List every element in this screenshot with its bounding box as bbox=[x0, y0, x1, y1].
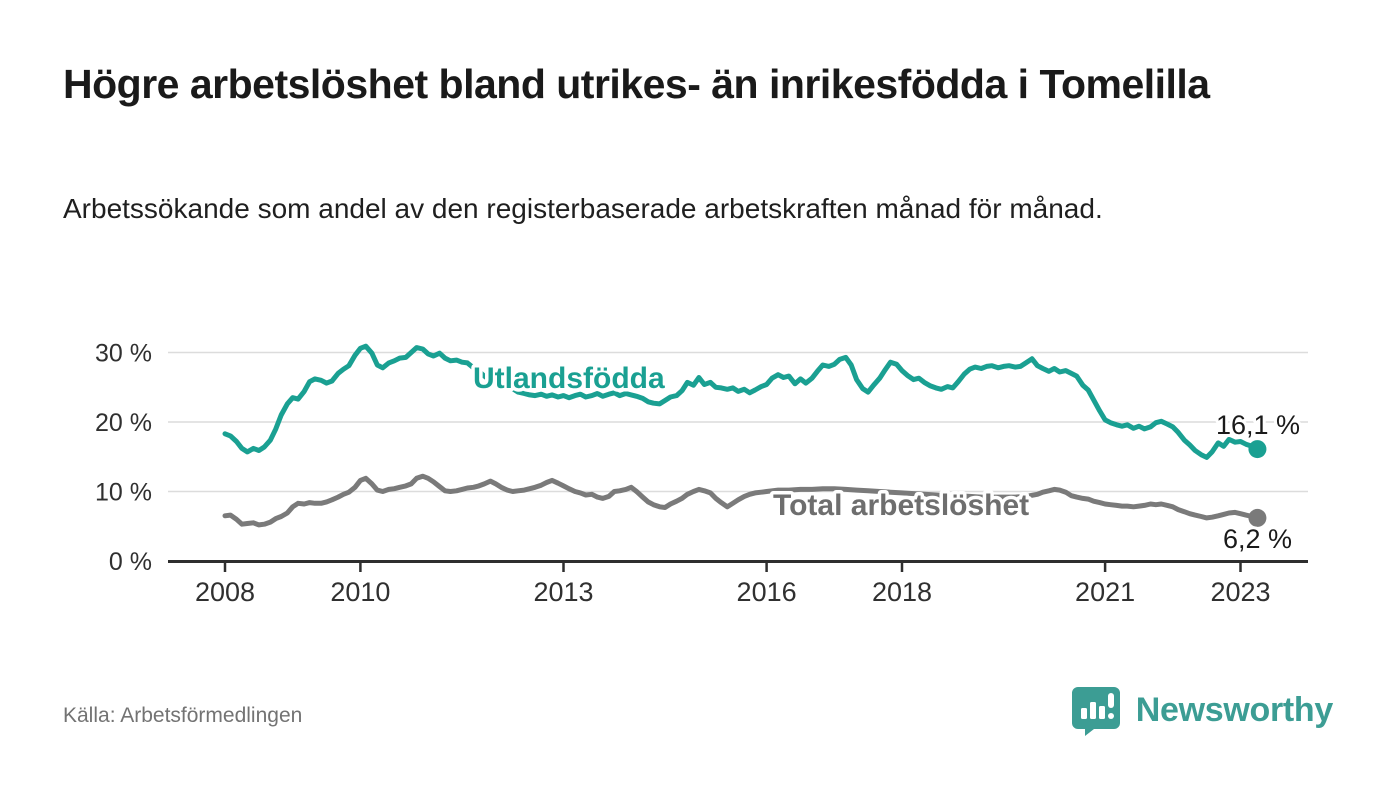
end-value-label-total-arbetsloshet: 6,2 % bbox=[1223, 524, 1292, 554]
series-line-total-arbetsloshet bbox=[222, 473, 1260, 528]
x-tick-label: 2023 bbox=[1210, 577, 1270, 607]
newsworthy-logo[interactable]: Newsworthy bbox=[1070, 684, 1333, 736]
x-tick-label: 2021 bbox=[1075, 577, 1135, 607]
newsworthy-brand-text: Newsworthy bbox=[1135, 690, 1334, 729]
x-tick-label: 2010 bbox=[330, 577, 390, 607]
series-label-total-arbetsloshet: Total arbetslöshet bbox=[773, 489, 1029, 522]
series-label-utlandsfodda: Utlandsfödda bbox=[473, 362, 665, 395]
newsworthy-speech-bubble-bar-chart-icon bbox=[1070, 684, 1122, 736]
end-value-label-utlandsfodda: 16,1 % bbox=[1216, 410, 1300, 440]
x-tick-label: 2008 bbox=[195, 577, 255, 607]
y-tick-label: 10 % bbox=[95, 479, 152, 507]
y-tick-label: 30 % bbox=[95, 340, 152, 368]
y-tick-label: 0 % bbox=[109, 548, 152, 576]
page-subtitle: Arbetssökande som andel av den registerb… bbox=[63, 193, 1103, 224]
x-tick-label: 2016 bbox=[737, 577, 797, 607]
page-title: Högre arbetslöshet bland utrikes- än inr… bbox=[63, 61, 1210, 107]
x-tick-label: 2013 bbox=[533, 577, 593, 607]
y-tick-label: 20 % bbox=[95, 409, 152, 437]
series-end-dot-utlandsfodda bbox=[1248, 440, 1267, 459]
series-end-dot-total-arbetsloshet bbox=[1248, 508, 1267, 527]
series-line-utlandsfodda bbox=[222, 343, 1260, 460]
x-tick-label: 2018 bbox=[872, 577, 932, 607]
source-note: Källa: Arbetsförmedlingen bbox=[63, 704, 303, 727]
